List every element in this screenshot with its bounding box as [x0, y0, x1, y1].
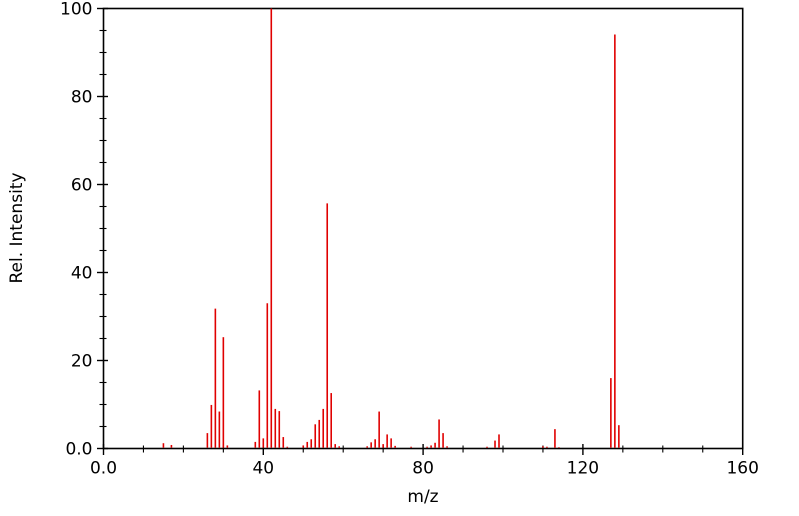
- x-tick-label: 120: [567, 459, 599, 479]
- y-axis-label: Rel. Intensity: [7, 172, 27, 284]
- y-tick-label: 100: [60, 0, 92, 20]
- y-tick-label: 40: [71, 264, 93, 284]
- x-tick-label: 40: [252, 459, 274, 479]
- y-tick-label: 60: [71, 176, 93, 196]
- x-axis-label: m/z: [407, 487, 439, 507]
- x-tick-label: 160: [726, 459, 758, 479]
- x-tick-label: 0.0: [90, 459, 117, 479]
- y-tick-label: 20: [71, 352, 93, 372]
- x-axis: 0.0 40 80 120 160: [90, 444, 759, 479]
- x-tick-label: 80: [412, 459, 434, 479]
- plot-border: [102, 7, 744, 450]
- y-axis: 0.0 20 40 60 80 100: [60, 0, 108, 460]
- peaks-group: [162, 8, 620, 448]
- y-tick-label: 80: [71, 88, 93, 108]
- y-tick-label: 0.0: [65, 440, 92, 460]
